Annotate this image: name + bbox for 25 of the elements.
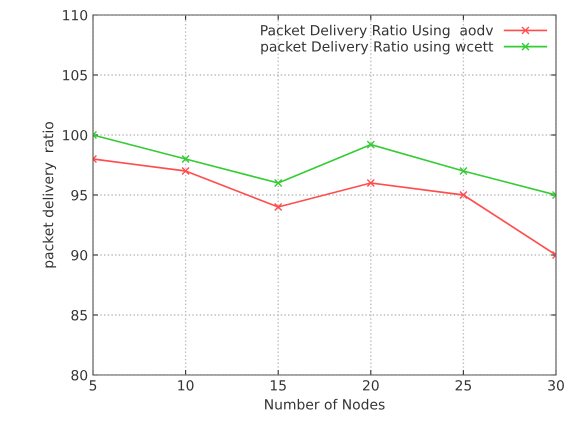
- x-tick-label: 20: [362, 380, 379, 391]
- point: [274, 178, 282, 188]
- x-tick-label: 30: [548, 380, 564, 391]
- y-tick-label: 90: [71, 250, 88, 260]
- x-axis-title: Number of Nodes: [265, 398, 385, 410]
- legend-label: packet Delivery Ratio using wcett: [261, 40, 494, 54]
- x-tick-label: 10: [178, 380, 194, 391]
- point: [181, 166, 190, 176]
- point: [274, 202, 282, 212]
- x-tick-label: 25: [456, 380, 472, 391]
- point: [459, 190, 468, 200]
- y-tick-label: 100: [63, 130, 88, 140]
- y-tick-label: 105: [63, 70, 87, 80]
- point: [459, 166, 468, 176]
- y-axis-title: packet delivery ratio: [42, 122, 56, 268]
- legend-label: Packet Delivery Ratio Using aodv: [261, 24, 494, 38]
- y-tick-label: 95: [71, 190, 87, 200]
- point: [181, 154, 190, 164]
- y-tick-label: 110: [63, 10, 88, 20]
- x-tick-label: 15: [270, 380, 286, 391]
- x-tick-label: 5: [90, 380, 96, 391]
- point: [366, 140, 375, 149]
- y-tick-label: 80: [71, 370, 88, 380]
- point: [366, 178, 375, 188]
- y-tick-label: 85: [71, 310, 87, 320]
